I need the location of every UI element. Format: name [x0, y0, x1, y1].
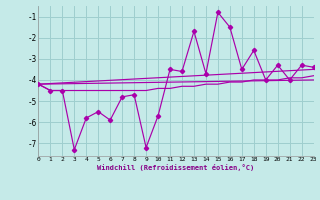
X-axis label: Windchill (Refroidissement éolien,°C): Windchill (Refroidissement éolien,°C) [97, 164, 255, 171]
